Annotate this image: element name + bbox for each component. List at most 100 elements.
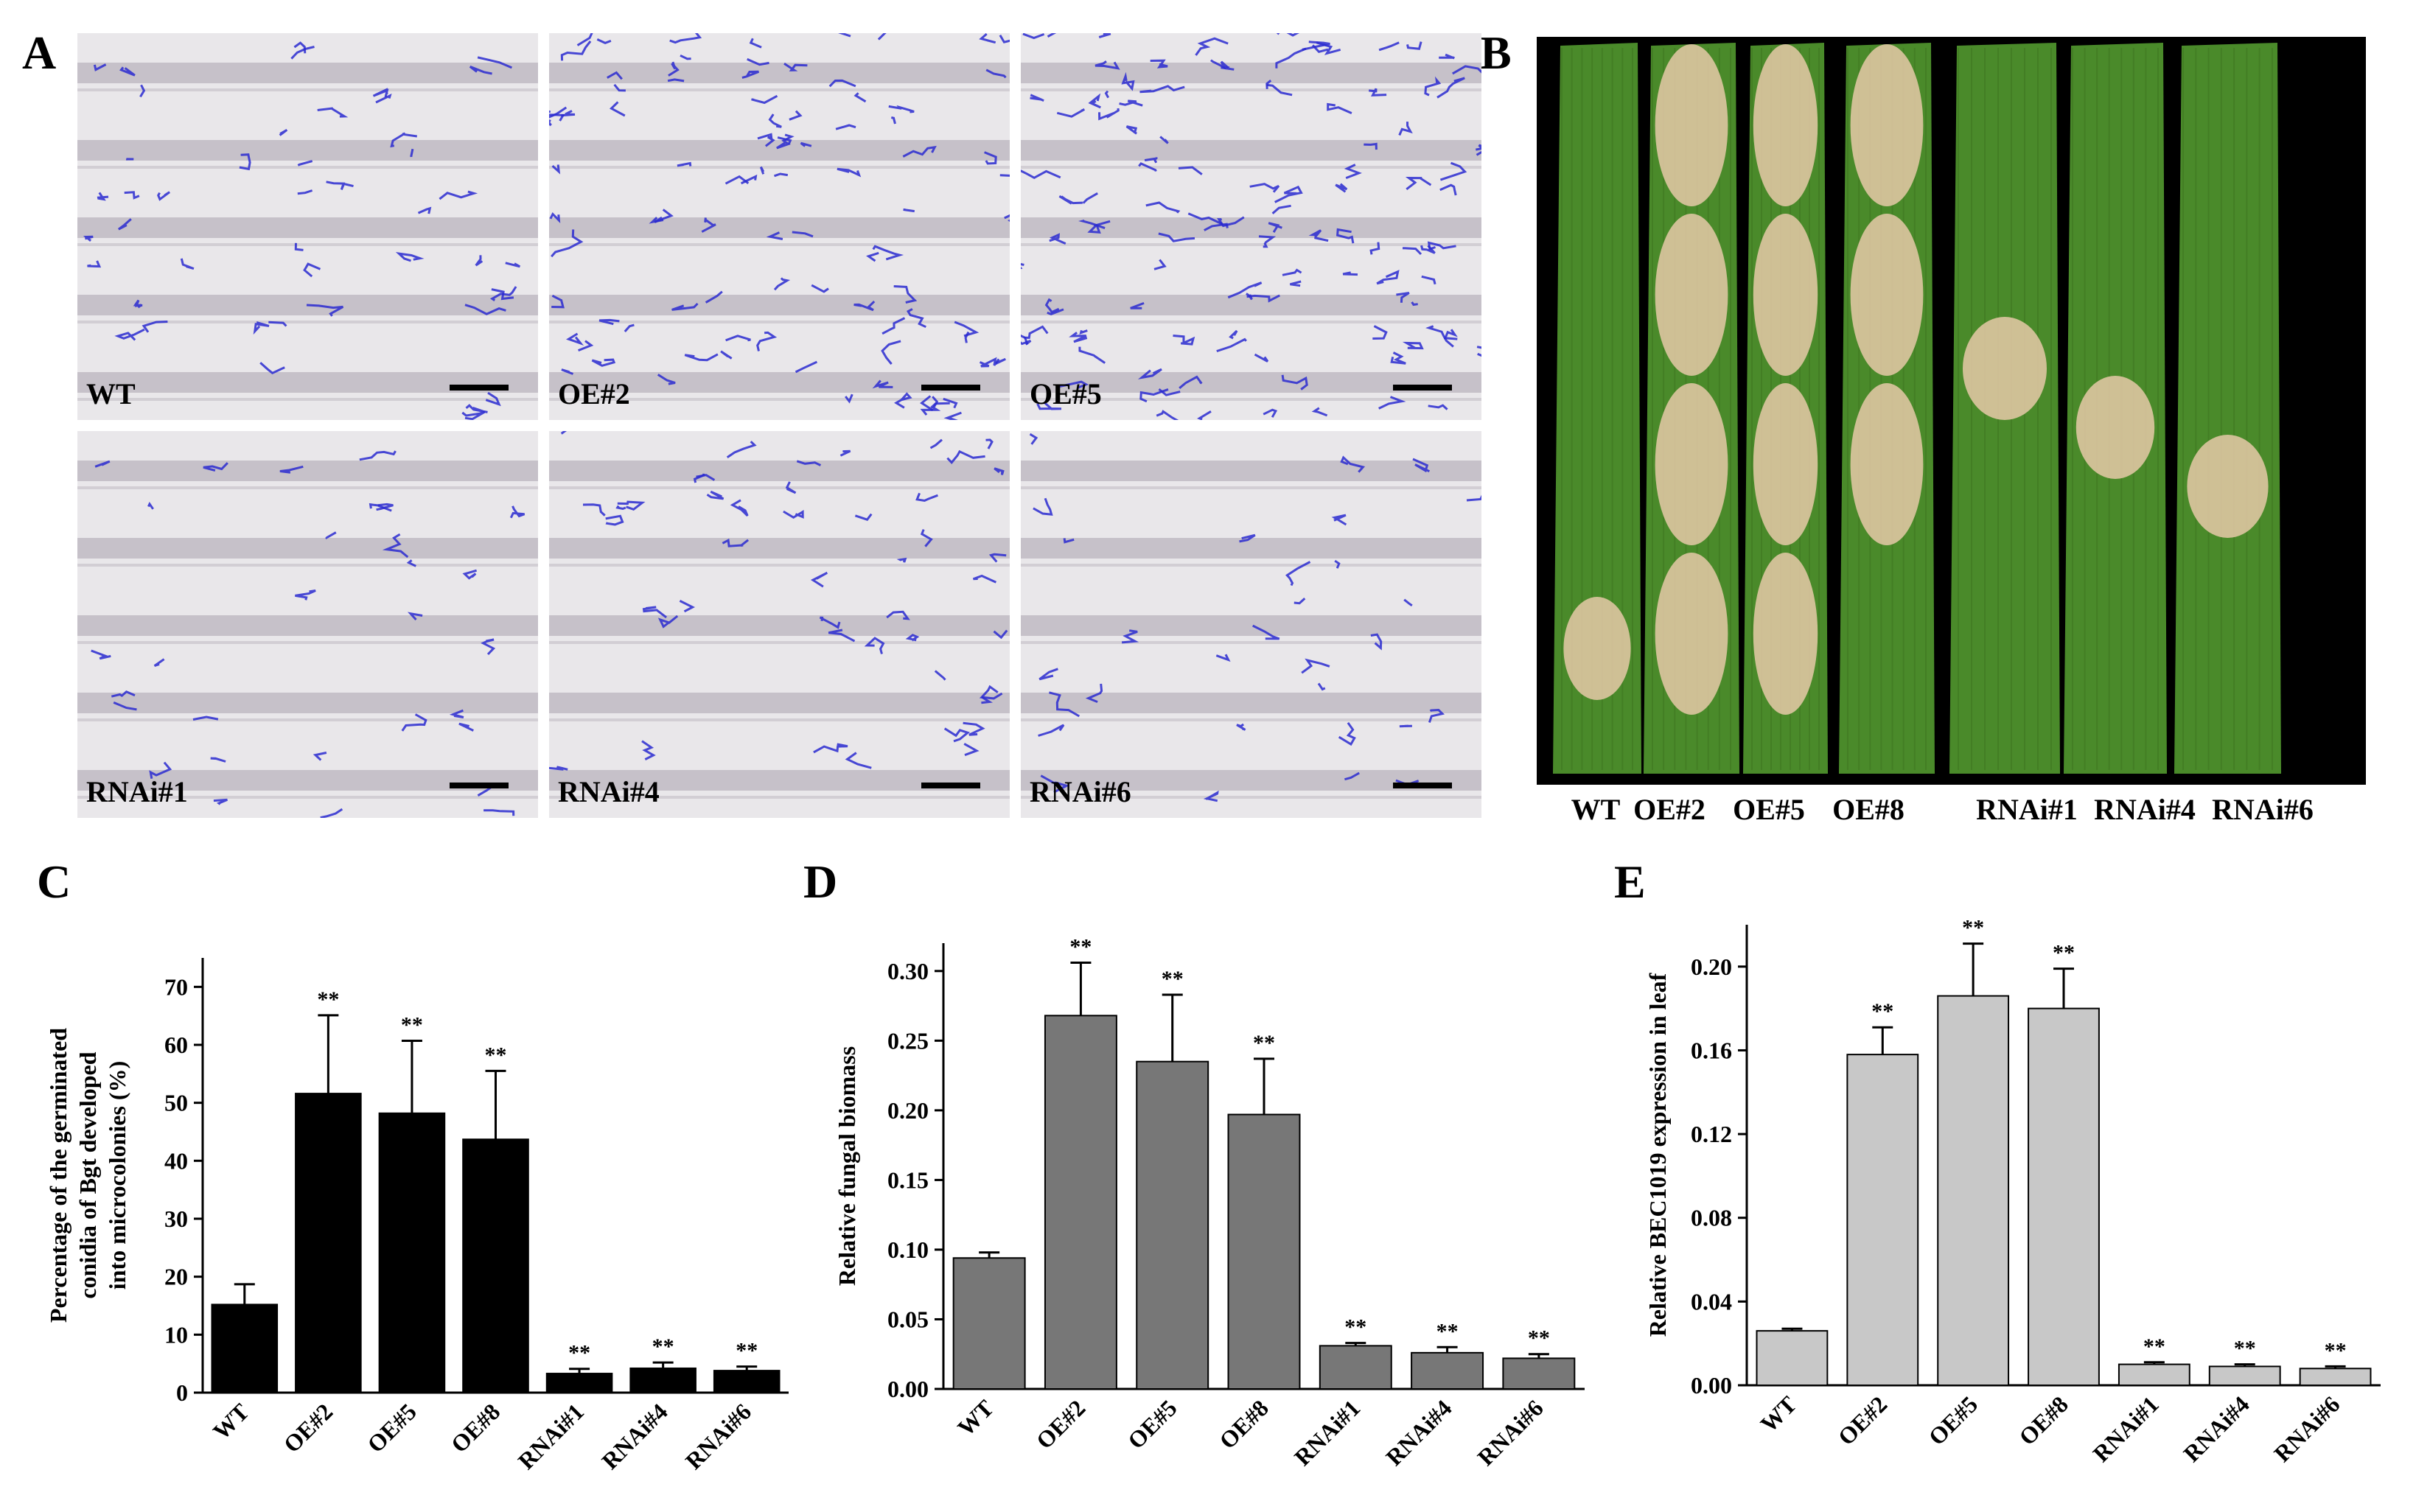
fungal-hypha xyxy=(1364,142,1378,150)
fungal-hypha xyxy=(1312,44,1329,53)
fungal-hypha xyxy=(469,66,492,75)
fungal-hypha xyxy=(1119,99,1143,107)
fungal-hypha xyxy=(1378,396,1406,410)
fungal-hypha xyxy=(642,606,668,619)
y-tick-label: 0.12 xyxy=(1691,1121,1732,1147)
micrograph-rnai6: RNAi#6 xyxy=(1021,431,1481,818)
fungal-hypha xyxy=(1316,41,1341,55)
fungal-hypha xyxy=(783,62,808,71)
fungal-hypha xyxy=(963,721,985,736)
fungal-hypha xyxy=(369,503,392,512)
x-tick-label: OE#2 xyxy=(1832,1390,1892,1450)
fungal-hypha xyxy=(907,308,926,329)
significance-label: ** xyxy=(1962,916,1984,940)
fungal-hypha xyxy=(87,260,102,268)
fungal-hypha xyxy=(795,360,818,374)
fungal-hypha xyxy=(835,124,856,130)
significance-label: ** xyxy=(401,1012,423,1037)
fungal-hypha xyxy=(1049,691,1080,718)
fungal-hypha xyxy=(1331,514,1347,526)
leaf-vein xyxy=(1021,538,1481,559)
fungal-hypha xyxy=(1405,176,1432,190)
fungal-hypha xyxy=(549,212,561,224)
leaf-vein xyxy=(549,88,1010,91)
leaf-vein xyxy=(1021,693,1481,713)
fungal-hypha xyxy=(239,153,251,171)
leaf-vein xyxy=(549,564,1010,567)
fungal-hypha xyxy=(1239,533,1256,543)
disease-lesion xyxy=(1850,383,1924,545)
fungal-hypha xyxy=(475,255,483,267)
leaf-vein xyxy=(77,243,538,246)
fungal-hypha xyxy=(1398,122,1413,136)
fungal-hypha xyxy=(1153,259,1167,270)
fungal-hypha xyxy=(920,529,933,547)
bar xyxy=(2028,1007,2100,1387)
fungal-hypha xyxy=(326,181,354,190)
micrograph-oe2: OE#2 xyxy=(549,33,1010,420)
leaf-vein xyxy=(77,63,538,83)
leaf-vein xyxy=(1021,486,1481,489)
fungal-hypha xyxy=(1403,598,1413,607)
fungal-hypha xyxy=(979,685,1003,700)
fungal-hypha xyxy=(1327,102,1352,114)
leaf-vein xyxy=(77,718,538,721)
bar xyxy=(629,1367,696,1394)
bar xyxy=(295,1093,362,1393)
y-tick-label: 70 xyxy=(164,973,188,1000)
micrograph-texture xyxy=(1021,33,1481,420)
y-tick-label: 0.04 xyxy=(1691,1288,1732,1315)
fungal-hypha xyxy=(509,505,526,519)
micrograph-texture xyxy=(77,41,538,420)
fungal-hypha xyxy=(560,431,567,435)
fungal-hypha xyxy=(1195,37,1229,56)
fungal-hypha xyxy=(1030,94,1044,102)
fungal-hypha xyxy=(609,101,626,117)
fungal-hypha xyxy=(1263,408,1278,418)
fungal-hypha xyxy=(1022,33,1045,40)
leaf-label: RNAi#4 xyxy=(2094,793,2196,826)
fungal-hypha xyxy=(720,350,733,360)
panel-letter-a: A xyxy=(22,27,57,79)
fungal-hypha xyxy=(894,392,912,409)
fungal-hypha xyxy=(605,514,624,526)
y-axis-label: into microcolonies (%) xyxy=(104,1061,130,1289)
fungal-hypha xyxy=(946,449,985,464)
fungal-hypha xyxy=(1079,329,1088,335)
fungal-hypha xyxy=(929,438,943,449)
fungal-hypha xyxy=(920,395,934,411)
fungal-hypha xyxy=(1439,183,1457,196)
significance-label: ** xyxy=(485,1043,507,1067)
fungal-hypha xyxy=(1088,93,1101,109)
fungal-hypha xyxy=(872,245,904,261)
fungal-hypha xyxy=(995,357,1006,365)
fungal-hypha xyxy=(1033,497,1053,516)
significance-label: ** xyxy=(1528,1326,1550,1351)
fungal-hypha xyxy=(999,174,1010,177)
fungal-hypha xyxy=(551,294,565,309)
fungal-hypha xyxy=(290,46,315,60)
leaf-vein xyxy=(1021,641,1481,644)
bar xyxy=(378,1112,446,1393)
fungal-hypha xyxy=(1104,90,1110,99)
y-tick-label: 0.05 xyxy=(887,1306,929,1332)
significance-label: ** xyxy=(1069,934,1092,959)
fungal-hypha xyxy=(1311,407,1328,417)
significance-label: ** xyxy=(2143,1334,2165,1359)
fungal-hypha xyxy=(320,808,343,818)
leaf-vein xyxy=(1021,166,1481,169)
fungal-hypha xyxy=(1317,682,1326,691)
fungal-hypha xyxy=(359,450,397,461)
x-tick-label: OE#2 xyxy=(1031,1394,1091,1454)
fungal-hypha xyxy=(671,302,699,311)
fungal-hypha xyxy=(668,61,680,77)
fungal-hypha xyxy=(1439,161,1467,181)
leaf-photo-svg xyxy=(1553,43,2281,774)
fungal-hypha xyxy=(896,557,907,563)
scale-bar xyxy=(921,385,980,391)
leaf-vein xyxy=(549,321,1010,323)
fungal-hypha xyxy=(979,357,1000,368)
fungal-hypha xyxy=(578,340,594,351)
fungal-hypha xyxy=(624,323,635,332)
fungal-hypha xyxy=(1121,71,1135,91)
